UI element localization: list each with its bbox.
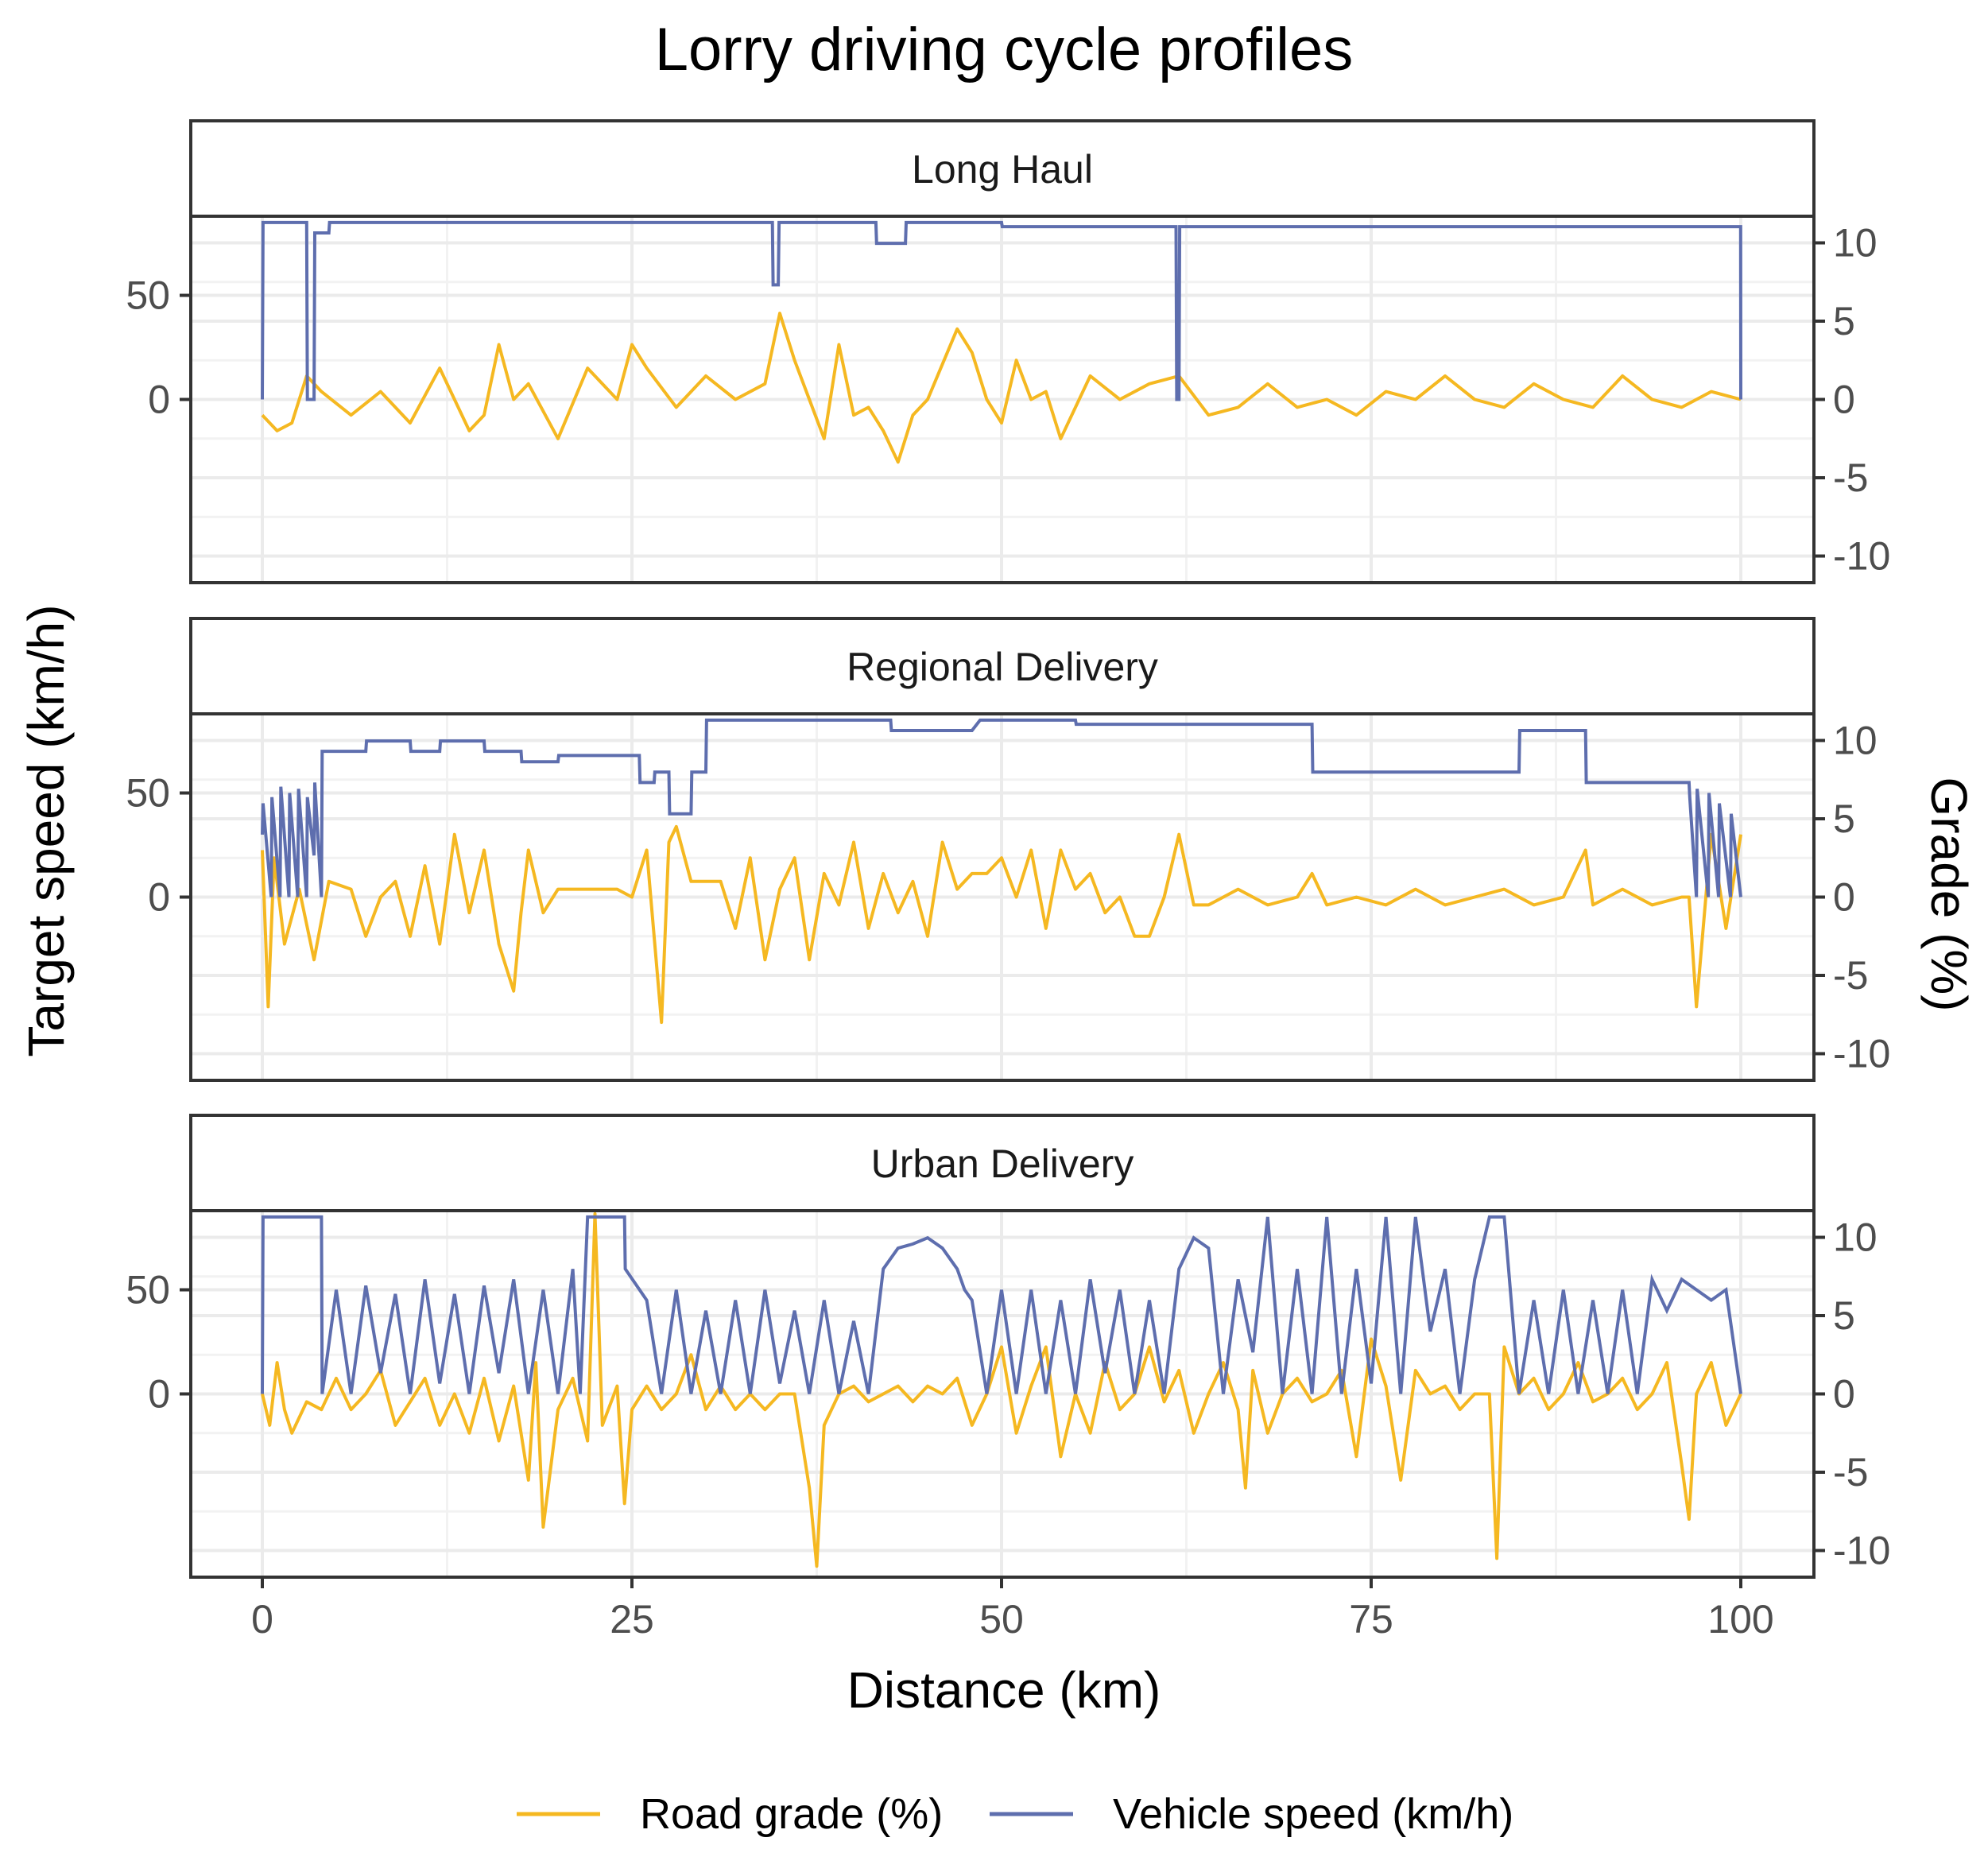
chart-title: Lorry driving cycle profiles — [655, 16, 1354, 83]
legend: Road grade (%) Vehicle speed (km/h) — [517, 1790, 1513, 1838]
vehicle-speed-line — [261, 220, 1742, 401]
x-axis: 0 25 50 75 100 — [251, 1577, 1774, 1642]
y-axis-left-label: Target speed (km/h) — [17, 604, 75, 1056]
y-right-tick-label: -10 — [1833, 534, 1890, 579]
y-left-tick-label: 0 — [148, 378, 170, 422]
x-tick-label: 0 — [251, 1597, 273, 1642]
y-left-tick-label: 0 — [148, 875, 170, 920]
x-tick-label: 25 — [610, 1597, 654, 1642]
x-tick-label: 50 — [979, 1597, 1024, 1642]
road-grade-line — [261, 1211, 1742, 1568]
y-right-tick-label: 5 — [1833, 1293, 1855, 1338]
y-right-tick-label: 5 — [1833, 299, 1855, 343]
facet-strip-label: Urban Delivery — [871, 1142, 1134, 1186]
y-right-tick-label: -5 — [1833, 455, 1868, 500]
y-right-tick-label: -10 — [1833, 1529, 1890, 1573]
road-grade-line — [261, 312, 1742, 464]
y-left-tick-label: 50 — [126, 273, 170, 318]
y-right-tick-label: 10 — [1833, 718, 1878, 762]
y-right-tick-label: -5 — [1833, 1450, 1868, 1494]
y-right-tick-label: 10 — [1833, 1215, 1878, 1259]
y-right-tick-label: -5 — [1833, 953, 1868, 998]
y-right-tick-label: 0 — [1833, 378, 1855, 422]
y-left-tick-label: 50 — [126, 771, 170, 816]
facet-panel: Urban Delivery 0 50 -10 -5 0 5 10 — [126, 1114, 1890, 1579]
y-left-tick-label: 0 — [148, 1372, 170, 1417]
legend-item: Vehicle speed (km/h) — [990, 1790, 1513, 1838]
facet-panel: Long Haul 0 50 -10 -5 0 5 10 — [126, 119, 1890, 584]
y-right-tick-label: 0 — [1833, 1372, 1855, 1417]
x-tick-label: 100 — [1707, 1597, 1773, 1642]
y-left-tick-label: 50 — [126, 1268, 170, 1312]
facet-panel: Regional Delivery 0 50 -10 -5 0 5 10 — [126, 617, 1890, 1082]
y-right-tick-label: -10 — [1833, 1032, 1890, 1076]
legend-item: Road grade (%) — [517, 1790, 943, 1838]
y-right-tick-label: 5 — [1833, 797, 1855, 841]
facet-strip — [189, 1114, 1816, 1212]
vehicle-speed-line — [261, 718, 1742, 897]
x-axis-label: Distance (km) — [847, 1661, 1161, 1719]
road-grade-line — [261, 824, 1742, 1025]
legend-label: Road grade (%) — [640, 1790, 943, 1838]
facet-strip-label: Regional Delivery — [847, 645, 1158, 689]
y-right-tick-label: 0 — [1833, 875, 1855, 920]
y-right-tick-label: 10 — [1833, 220, 1878, 265]
y-axis-right-label: Grade (%) — [1920, 777, 1978, 1011]
facet-strip — [189, 119, 1816, 218]
legend-label: Vehicle speed (km/h) — [1113, 1790, 1513, 1838]
x-tick-label: 75 — [1349, 1597, 1393, 1642]
facet-strip-label: Long Haul — [912, 147, 1093, 192]
vehicle-speed-line — [261, 1215, 1742, 1394]
facet-strip — [189, 617, 1816, 715]
